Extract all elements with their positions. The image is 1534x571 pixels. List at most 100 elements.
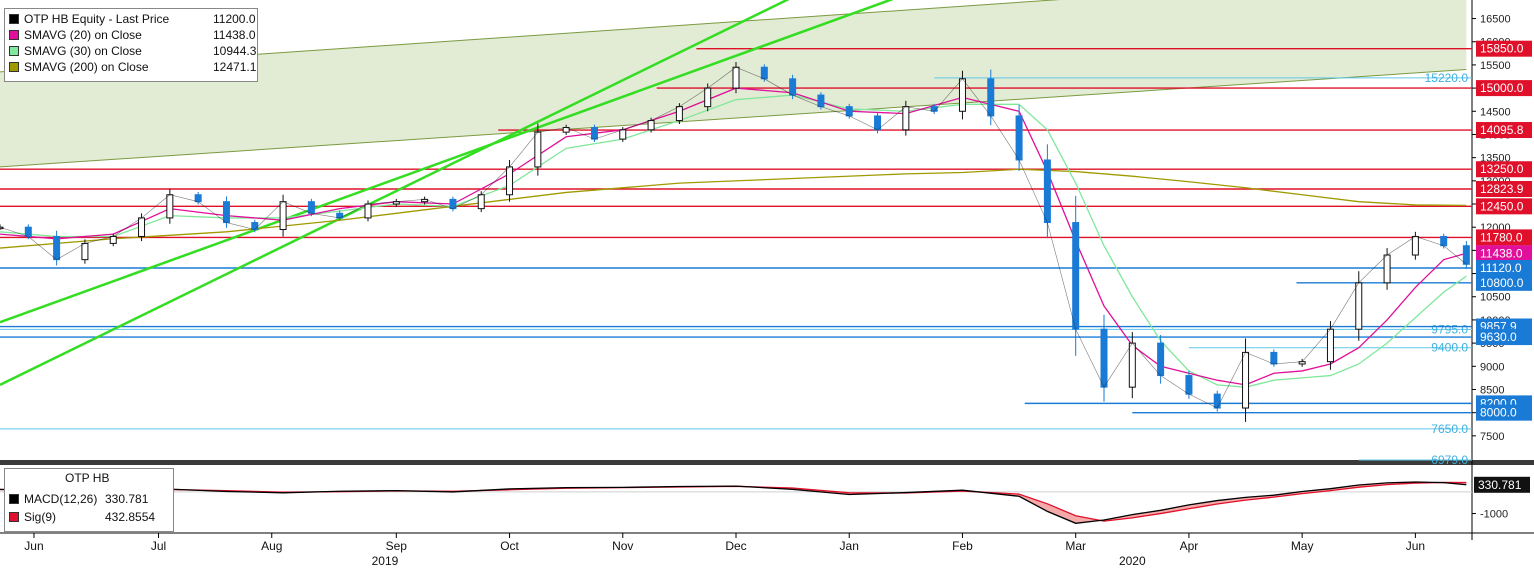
legend-label-sma20: SMAVG (20) on Close	[24, 28, 142, 42]
price-tick-label: 9000	[1480, 361, 1504, 373]
faint-level-label: 9400.0	[1431, 341, 1468, 355]
legend-value-price: 11200.0	[213, 12, 256, 26]
macd-legend-title: OTP HB	[65, 471, 110, 485]
candle-body	[166, 194, 174, 219]
level-tag-label: 9630.0	[1480, 330, 1517, 344]
legend-label-sma30: SMAVG (30) on Close	[24, 44, 142, 58]
candle-body	[1213, 393, 1221, 409]
price-tick-label: 14500	[1480, 106, 1511, 118]
candle-body	[1157, 342, 1165, 377]
level-tag-background	[1476, 198, 1532, 215]
candle-body	[1270, 351, 1278, 365]
level-tag-label: 12450.0	[1480, 199, 1524, 213]
year-label: 2019	[372, 554, 399, 566]
candle-body	[704, 87, 712, 108]
level-tag-label: 12823.9	[1480, 182, 1524, 196]
macd-value-tag-background	[1474, 476, 1530, 493]
candle-body	[53, 235, 61, 261]
candle-body	[675, 106, 683, 122]
candle-body	[1043, 159, 1051, 224]
level-tag-background	[1476, 161, 1532, 178]
candle-body	[109, 235, 117, 244]
level-tag-background	[1476, 404, 1532, 421]
faint-level-label: 15220.0	[1425, 71, 1469, 85]
month-label: Jun	[24, 539, 43, 553]
candle-body	[364, 203, 372, 219]
level-tag-label: 11120.0	[1480, 261, 1522, 275]
legend-item-sma200: SMAVG (200) on Close 12471.1	[9, 60, 256, 75]
candle-body	[336, 212, 344, 219]
legend-value-sma30: 10944.3	[213, 44, 257, 58]
candle-body	[987, 78, 995, 117]
month-label: Feb	[952, 539, 973, 553]
level-tag-background	[1476, 329, 1532, 346]
price-legend: OTP HB Equity - Last Price 11200.0 SMAVG …	[4, 8, 258, 82]
legend-label-price: OTP HB Equity - Last Price	[24, 12, 170, 26]
level-tag-background	[1476, 180, 1532, 197]
faint-level-label: 6979.0	[1431, 453, 1468, 467]
candle-body	[845, 106, 853, 117]
month-label: Jun	[1406, 539, 1425, 553]
legend-item-signal: Sig(9) 432.8554	[9, 509, 155, 525]
candle-body	[1185, 375, 1193, 395]
candle-body	[477, 194, 485, 210]
candle-body	[1326, 328, 1334, 363]
year-label: 2020	[1119, 554, 1146, 566]
month-label: Dec	[725, 539, 746, 553]
candle-body	[817, 94, 825, 108]
level-tag-background	[1476, 274, 1532, 291]
green-trendline	[0, 0, 790, 386]
legend-label-signal: Sig(9)	[24, 510, 57, 524]
candle-body	[1355, 282, 1363, 330]
candle-body	[138, 217, 146, 237]
legend-swatch-sma20	[9, 30, 19, 40]
candle-body	[194, 194, 202, 203]
candle-body	[1462, 245, 1470, 265]
candle-body	[1015, 115, 1023, 161]
price-tick-label: 16500	[1480, 14, 1511, 26]
level-tag-background	[1476, 229, 1532, 246]
candle-body	[1100, 328, 1108, 388]
legend-item-sma30: SMAVG (30) on Close 10944.3	[9, 44, 256, 59]
legend-value-sma20: 11438.0	[213, 28, 256, 42]
price-tick-label: 8500	[1480, 384, 1504, 396]
macd-legend: OTP HB MACD(12,26) 330.781 Sig(9) 432.8554	[4, 468, 174, 532]
level-tag-label: 11780.0	[1480, 230, 1523, 244]
level-tag-label: 11438.0	[1480, 246, 1523, 260]
candle-body	[307, 201, 315, 214]
candle-body	[1383, 254, 1391, 284]
level-tag-background	[1476, 259, 1532, 276]
candle-body	[647, 120, 655, 131]
candle-body	[279, 201, 287, 231]
legend-label-macd: MACD(12,26)	[24, 492, 98, 506]
faint-level-label: 9795.0	[1431, 322, 1468, 336]
legend-item-sma20: SMAVG (20) on Close 11438.0	[9, 28, 256, 43]
series-line-close	[0, 66, 1467, 409]
level-tag-label: 14095.8	[1480, 123, 1524, 137]
level-tag-background	[1476, 245, 1532, 262]
level-tag-background	[1476, 80, 1532, 97]
month-label: May	[1291, 539, 1314, 553]
trend-channel-lower-line	[0, 69, 1467, 168]
series-line-macd	[0, 481, 1467, 524]
candle-body	[449, 198, 457, 210]
month-label: Oct	[500, 539, 519, 553]
level-tag-label: 8000.0	[1480, 406, 1517, 420]
candle-body	[222, 201, 230, 224]
legend-value-signal: 432.8554	[105, 510, 156, 524]
candle-body	[590, 127, 598, 140]
candle-body	[81, 242, 89, 261]
legend-value-sma200: 12471.1	[213, 60, 257, 74]
green-trendline	[0, 0, 894, 324]
month-label: Aug	[261, 539, 282, 553]
candle-body	[1072, 222, 1080, 330]
legend-item-macd: MACD(12,26) 330.781	[9, 491, 148, 507]
candle-body	[251, 222, 259, 231]
month-label: Mar	[1065, 539, 1086, 553]
legend-swatch-signal	[9, 512, 19, 522]
candle-body	[902, 106, 910, 131]
pane-divider	[0, 460, 1534, 465]
legend-swatch-sma200	[9, 62, 19, 72]
